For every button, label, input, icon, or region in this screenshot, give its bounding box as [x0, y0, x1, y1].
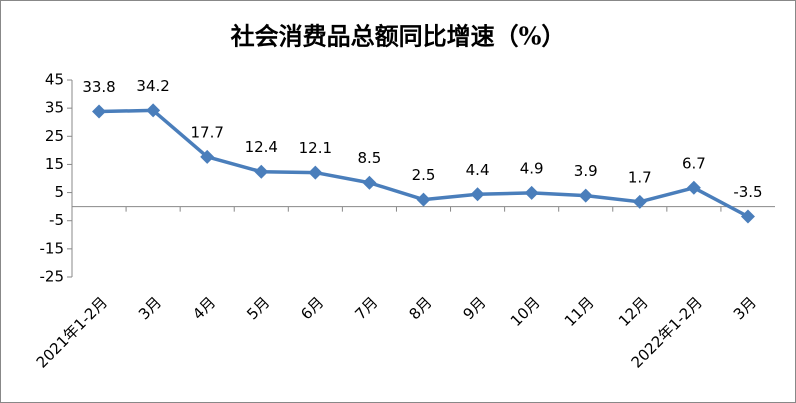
y-tick-label: 25 — [45, 127, 64, 145]
data-label: -3.5 — [733, 183, 762, 201]
y-tick-label: 35 — [45, 99, 64, 117]
chart-title: 社会消费品总额同比增速（%） — [231, 22, 566, 51]
data-label: 33.8 — [82, 78, 115, 96]
data-label: 12.1 — [299, 139, 332, 157]
y-tick-label: -5 — [49, 211, 64, 229]
marker — [686, 180, 701, 195]
marker — [578, 188, 593, 203]
data-label: 4.4 — [466, 161, 490, 179]
marker — [200, 149, 215, 164]
y-tick-label: -25 — [40, 268, 65, 286]
marker — [470, 187, 485, 202]
data-label: 8.5 — [357, 149, 381, 167]
marker — [524, 185, 539, 200]
marker — [92, 104, 107, 119]
data-label: 12.4 — [245, 138, 278, 156]
data-label: 17.7 — [190, 123, 223, 141]
data-label: 2.5 — [412, 166, 436, 184]
data-label: 1.7 — [628, 168, 652, 186]
marker — [632, 194, 647, 209]
y-tick-label: 5 — [54, 183, 64, 201]
marker — [362, 175, 377, 190]
marker — [146, 103, 161, 118]
data-label: 3.9 — [574, 162, 598, 180]
marker — [740, 209, 755, 224]
data-label: 6.7 — [682, 154, 706, 172]
y-tick-label: -15 — [40, 239, 65, 257]
data-label: 34.2 — [136, 77, 169, 95]
data-label: 4.9 — [520, 159, 544, 177]
marker — [254, 164, 269, 179]
marker — [308, 165, 323, 180]
y-tick-label: 15 — [45, 155, 64, 173]
marker — [416, 192, 431, 207]
y-tick-label: 45 — [45, 71, 64, 89]
